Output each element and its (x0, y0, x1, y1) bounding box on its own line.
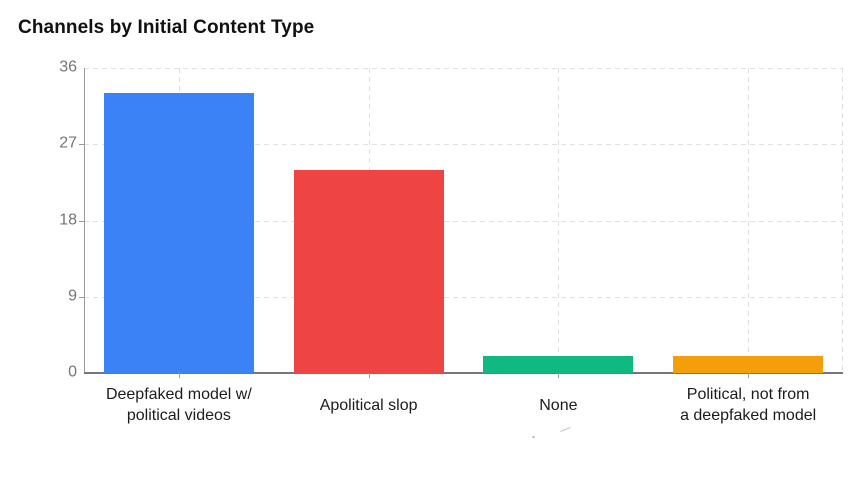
x-axis-label-line: Apolitical slop (319, 396, 418, 414)
x-axis-tick-1 (178, 373, 180, 378)
y-axis-tick-label-9: 9 (68, 287, 77, 305)
gridline-horizontal-36 (84, 68, 843, 69)
x-axis-label-1: Deepfaked model w/political videos (84, 380, 274, 430)
plot-area: 0 9 18 27 36 Deepfaked model w/political vide… (59, 59, 843, 424)
y-axis-tick-18 (79, 220, 84, 222)
gridline-vertical-category-4 (748, 68, 750, 373)
x-axis-label-line: political videos (126, 407, 231, 424)
x-axis-label-2: Apolitical slop (274, 380, 464, 430)
x-axis-label-line: Deepfaked model w/ (105, 386, 252, 403)
y-axis-tick-label-18: 18 (59, 211, 77, 229)
y-axis-line (84, 68, 85, 373)
gridline-vertical-right-edge (842, 68, 843, 373)
x-axis-label-line: Political, not from (686, 386, 810, 403)
x-axis-tick-4 (748, 373, 750, 378)
bar-3 (483, 356, 634, 373)
x-axis-label-3: None (464, 380, 654, 430)
x-axis-line (84, 372, 843, 374)
chart-title: Channels by Initial Content Type (18, 17, 315, 38)
gridline-horizontal-27 (84, 144, 843, 146)
bar-4 (673, 356, 824, 373)
x-axis-tick-3 (558, 373, 560, 378)
y-axis-tick-27 (79, 144, 84, 146)
gridline-horizontal-18 (84, 220, 843, 222)
gridline-vertical-category-3 (558, 68, 560, 373)
x-axis-label-line: a deepfaked model (680, 407, 817, 424)
x-axis-label-4: Political, not from a deepfaked model (653, 380, 843, 430)
y-axis-tick-label-36: 36 (59, 58, 77, 76)
x-axis-label-line: None (539, 396, 578, 414)
y-axis-tick-9 (79, 296, 84, 298)
smudge-artifact-dot (532, 436, 535, 438)
y-axis-tick-label-27: 27 (59, 134, 77, 152)
gridline-horizontal-9 (84, 296, 843, 298)
x-axis-tick-2 (368, 373, 370, 378)
bar-1 (103, 93, 254, 373)
bar-2 (293, 169, 444, 373)
y-axis-tick-label-0: 0 (68, 363, 77, 381)
